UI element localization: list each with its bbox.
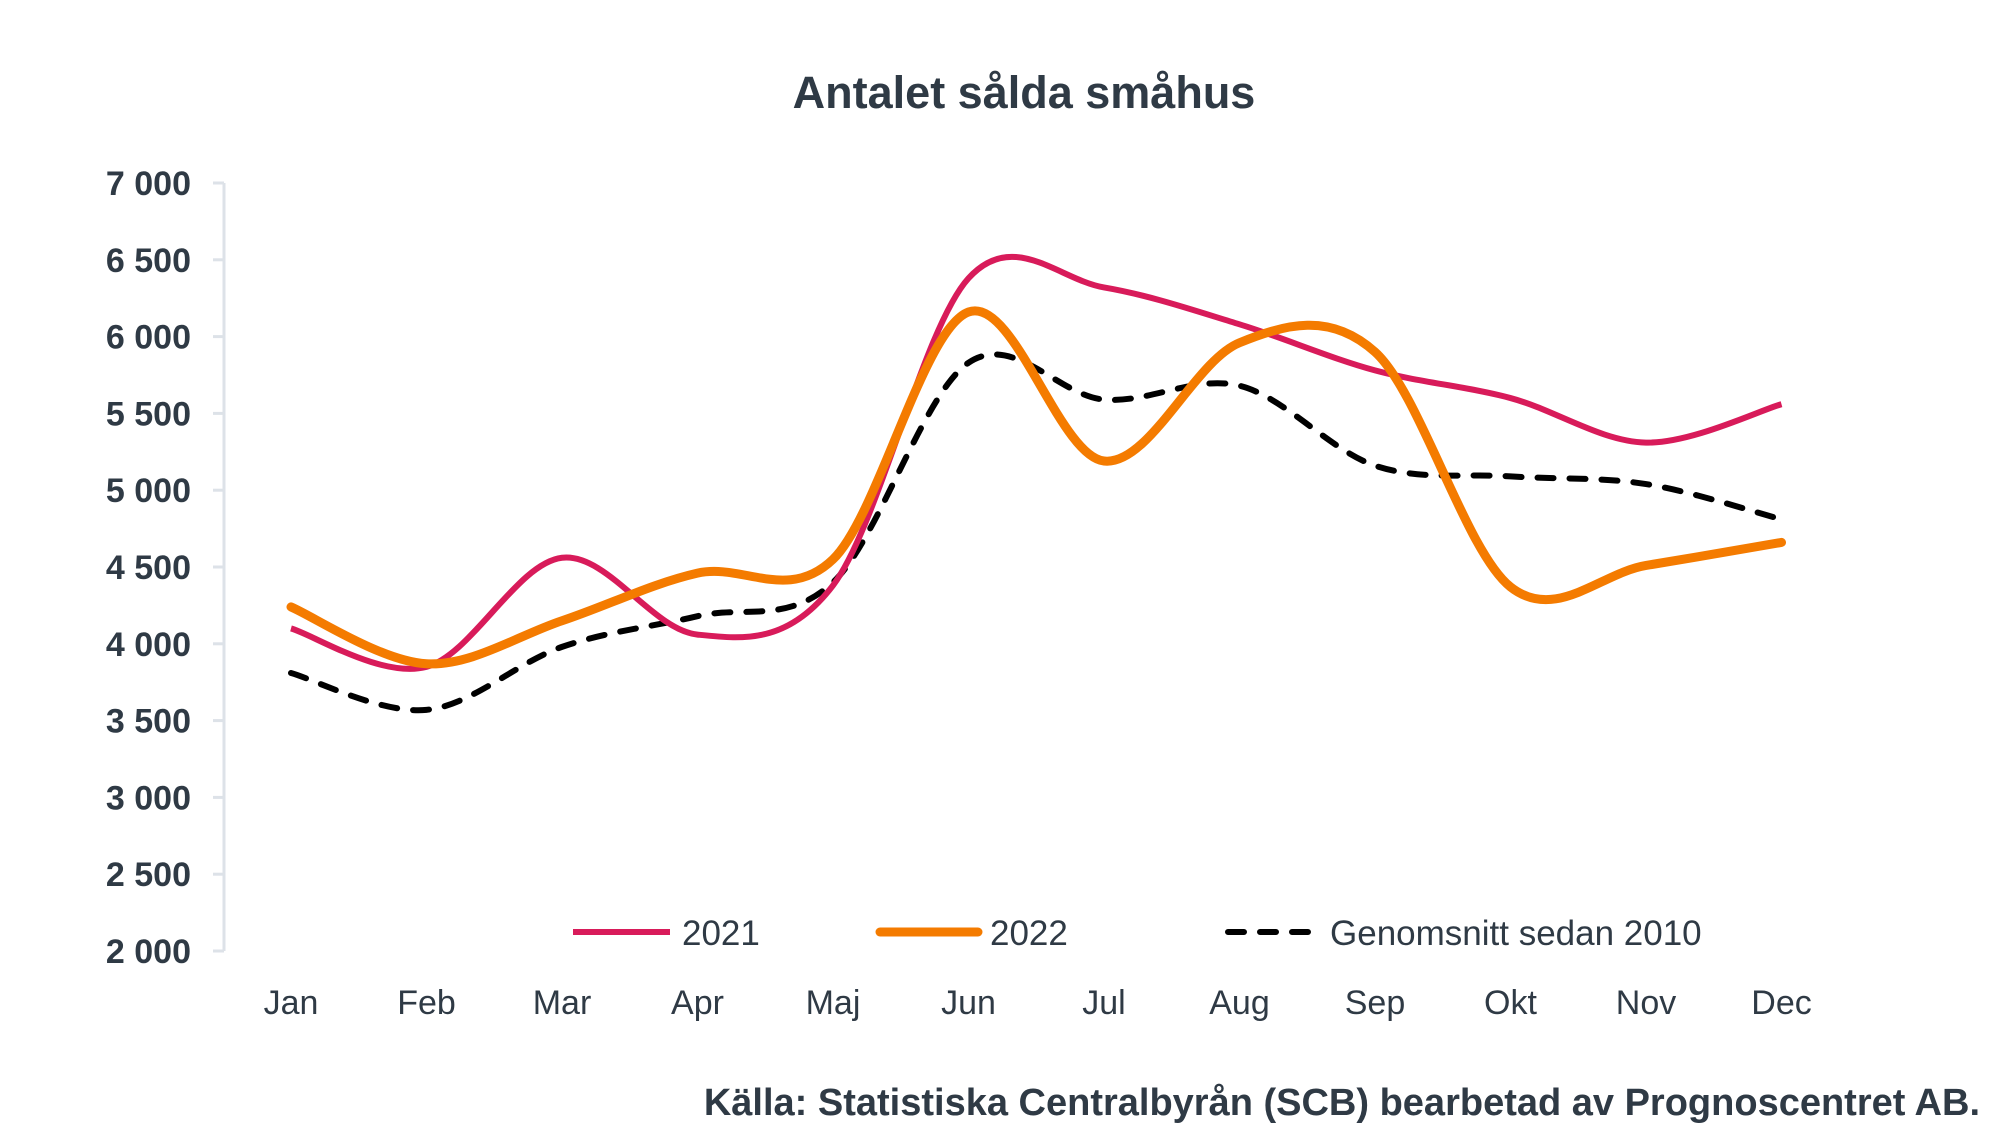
y-tick-label: 7 000	[106, 165, 191, 203]
series-line-genomsnitt-sedan-2010	[288, 351, 1785, 714]
y-tick-label: 2 500	[106, 856, 191, 894]
legend-item-2022: 2022	[875, 914, 1068, 953]
y-tick-label: 3 000	[106, 779, 191, 817]
x-tick-label: Jul	[1082, 984, 1125, 1022]
x-tick-label: Jun	[941, 984, 996, 1022]
y-tick-label: 6 000	[106, 319, 191, 357]
series-line-2022	[286, 306, 1786, 669]
legend-label-2021: 2021	[682, 914, 760, 953]
y-tick-label: 4 500	[106, 549, 191, 587]
legend-item-average: Genomsnitt sedan 2010	[1225, 914, 1702, 953]
y-tick-label: 6 500	[106, 242, 191, 280]
chart-title: Antalet sålda småhus	[793, 67, 1256, 118]
x-tick-label: Feb	[397, 984, 456, 1022]
series-line-2021	[290, 253, 1783, 672]
x-tick-labels: Jan Feb Mar Apr Maj Jun Jul Aug Sep Okt Nov Dec	[264, 984, 1812, 1022]
x-tick-label: Mar	[533, 984, 592, 1022]
legend-label-2022: 2022	[990, 914, 1068, 953]
series-layer	[286, 253, 1786, 714]
x-tick-label: Nov	[1616, 984, 1676, 1022]
x-tick-label: Aug	[1209, 984, 1270, 1022]
legend-item-2021: 2021	[573, 914, 760, 953]
source-note: Källa: Statistiska Centralbyrån (SCB) be…	[704, 1082, 1980, 1124]
x-tick-label: Jan	[264, 984, 319, 1022]
y-tick-label: 5 000	[106, 472, 191, 510]
y-tick-label: 4 000	[106, 626, 191, 664]
y-tick-label: 3 500	[106, 703, 191, 741]
x-tick-label: Apr	[671, 984, 724, 1022]
x-tick-label: Maj	[806, 984, 861, 1022]
y-tick-labels: 2 000 2 500 3 000 3 500 4 000 4 500 5 000 5 500…	[106, 165, 224, 971]
x-tick-label: Sep	[1345, 984, 1406, 1022]
legend: 2021 2022 Genomsnitt sedan 2010	[573, 914, 1702, 953]
x-tick-label: Dec	[1751, 984, 1811, 1022]
y-tick-label: 2 000	[106, 933, 191, 971]
x-tick-label: Okt	[1484, 984, 1537, 1022]
y-tick-label: 5 500	[106, 395, 191, 433]
legend-label-average: Genomsnitt sedan 2010	[1330, 914, 1702, 953]
